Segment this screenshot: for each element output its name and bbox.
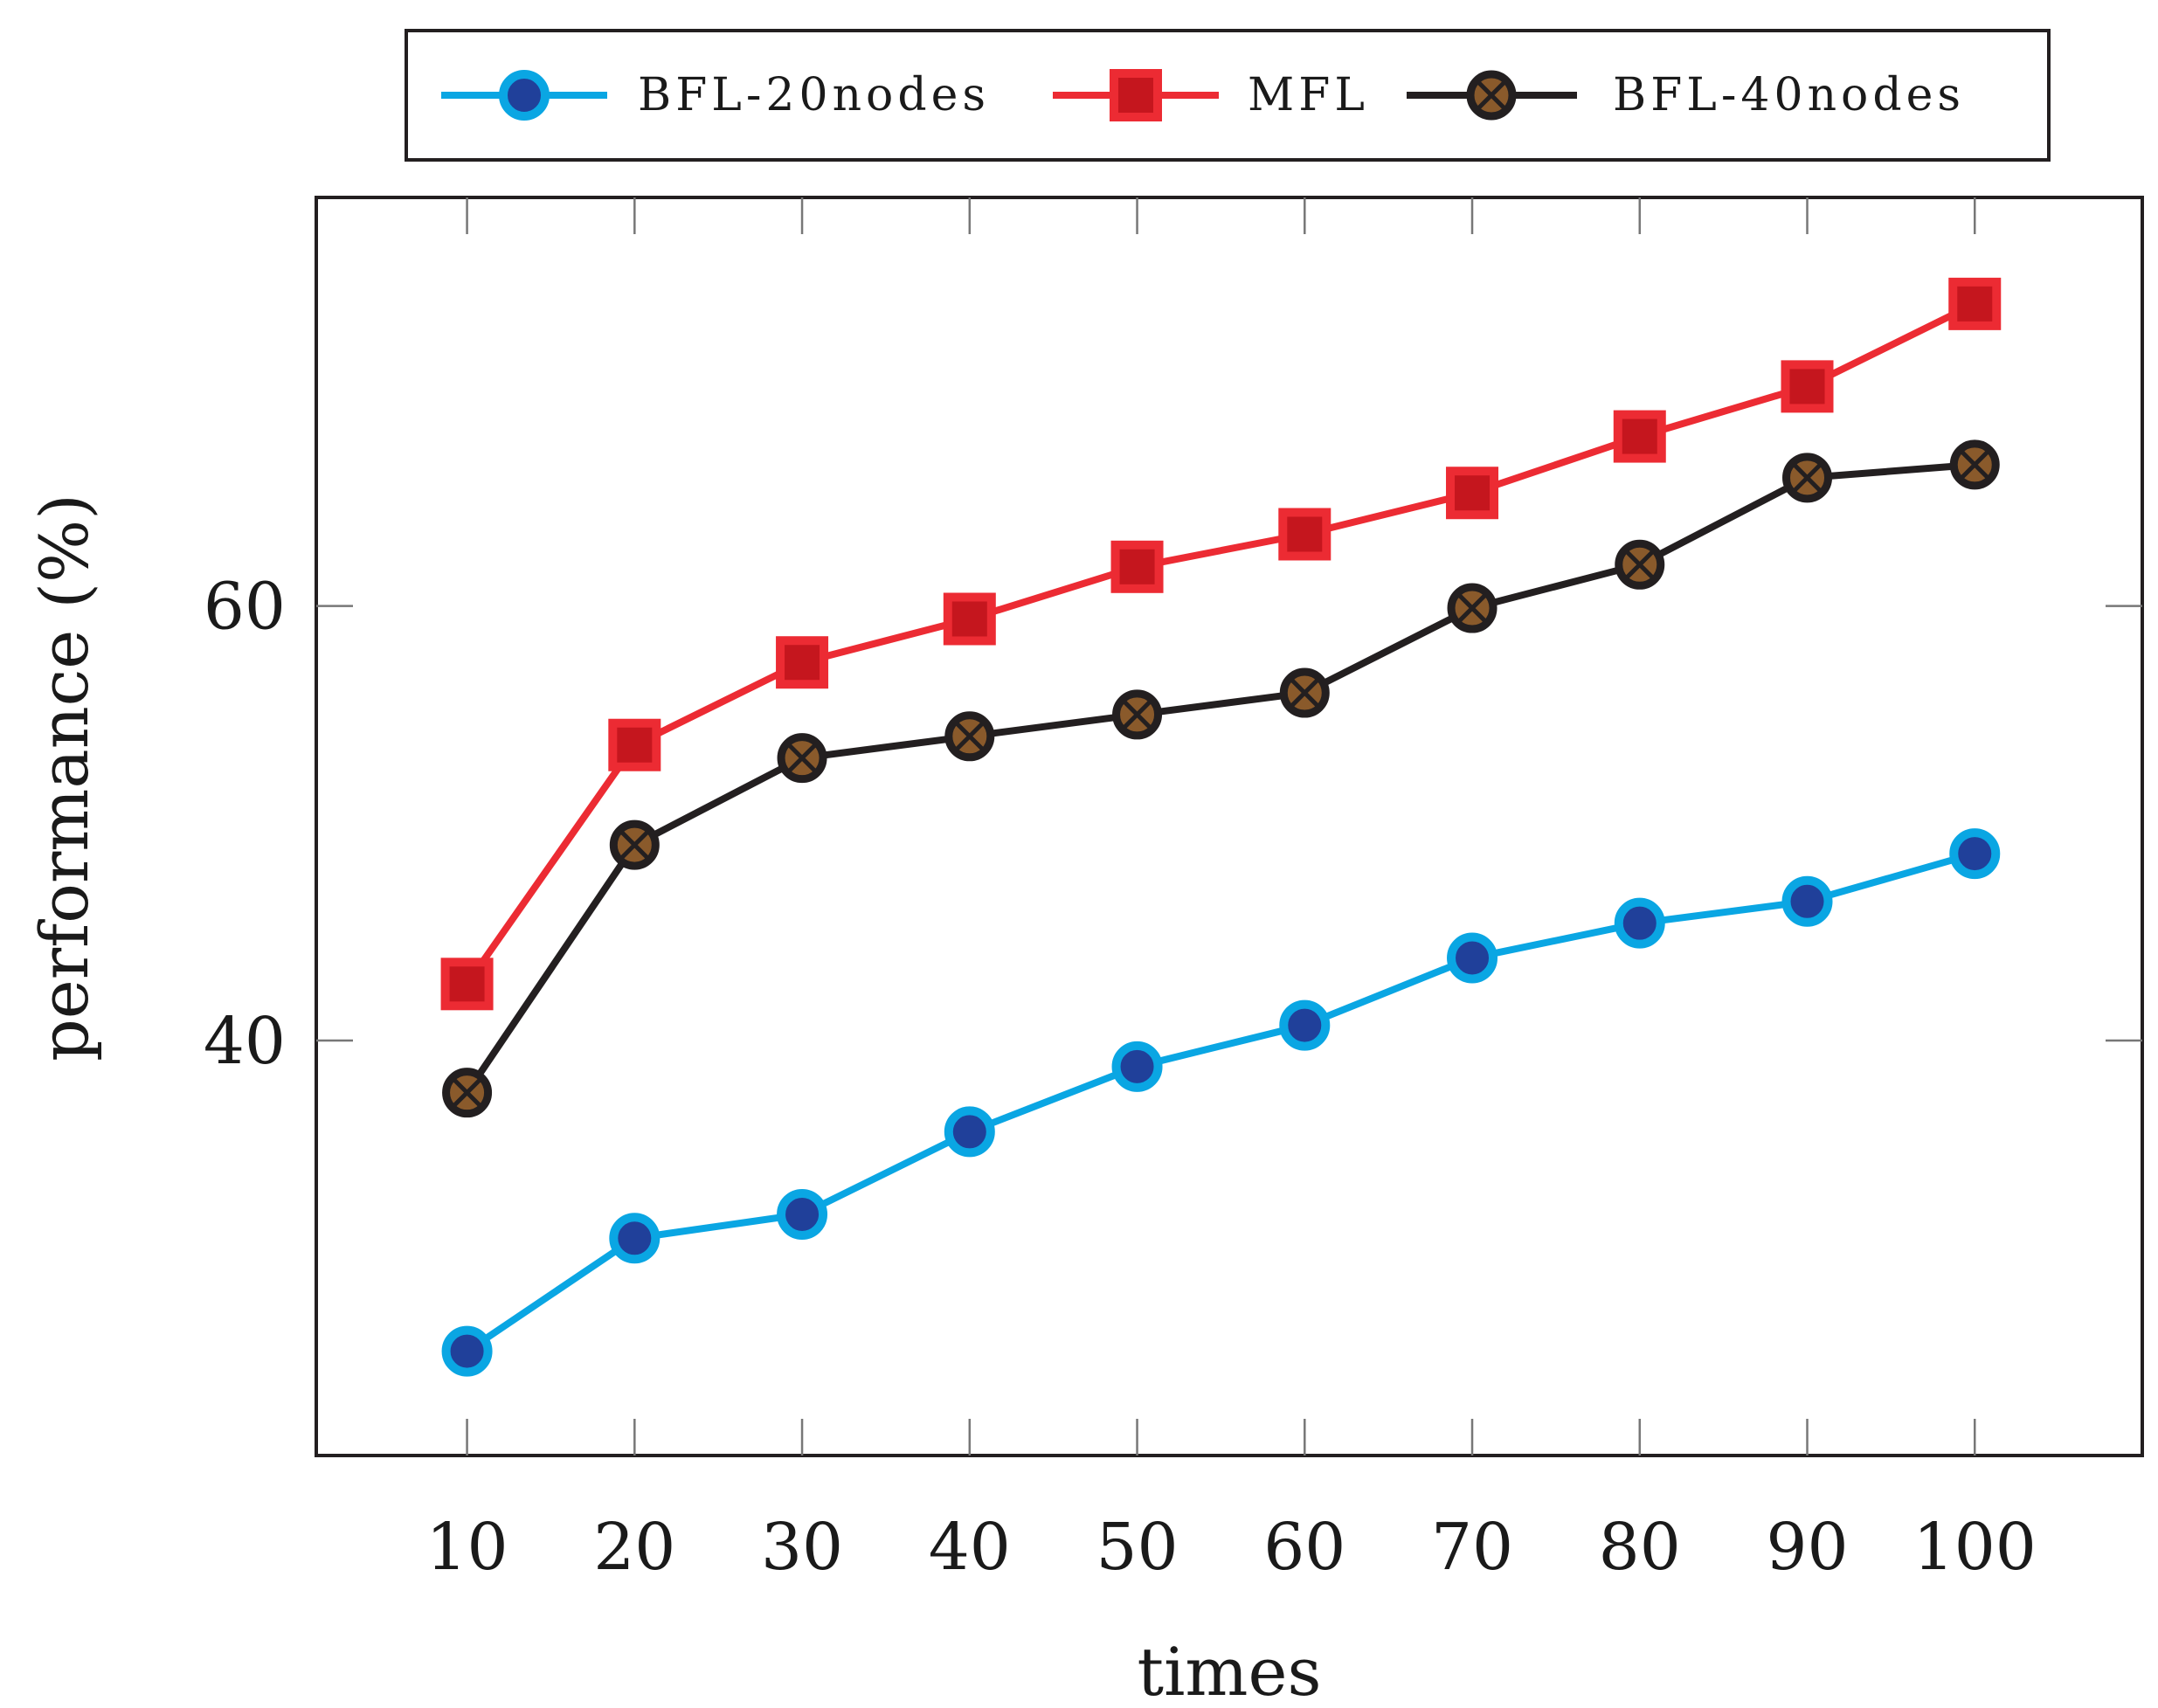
- data-point: [777, 733, 827, 784]
- x-tick-label: 90: [1766, 1510, 1848, 1585]
- axis-ticks: [316, 197, 2142, 1456]
- data-point: [1614, 897, 1665, 949]
- data-point: [1110, 69, 1162, 121]
- legend-label: BFL-40nodes: [1613, 69, 1965, 121]
- data-point: [1112, 689, 1163, 740]
- x-tick-label: 30: [761, 1510, 843, 1585]
- legend-entry: BFL-40nodes: [1407, 69, 1965, 121]
- data-point: [1948, 277, 2002, 330]
- data-point: [1278, 508, 1331, 561]
- data-point: [777, 1188, 828, 1240]
- tick-labels: 10 20 30 40 50 60 70 80 90 100 40 60: [204, 570, 2037, 1585]
- y-tick-label: 60: [204, 570, 286, 645]
- data-point: [608, 718, 661, 771]
- data-point: [440, 958, 494, 1011]
- x-tick-label: 60: [1263, 1510, 1345, 1585]
- x-axis-title: times: [1138, 1633, 1322, 1708]
- data-point: [609, 1213, 661, 1264]
- series-layer: [440, 277, 2002, 1377]
- data-point: [1446, 467, 1499, 520]
- x-tick-label: 100: [1913, 1510, 2037, 1585]
- x-tick-label: 80: [1599, 1510, 1681, 1585]
- series-bfl-40nodes: [442, 439, 2000, 1118]
- data-point: [441, 1325, 493, 1377]
- data-point: [499, 70, 550, 121]
- data-point: [1111, 1041, 1163, 1092]
- y-axis-title: performance (%): [25, 494, 103, 1061]
- legend-label: MFL: [1248, 69, 1369, 121]
- data-point: [1781, 360, 1834, 413]
- x-tick-label: 40: [929, 1510, 1011, 1585]
- x-tick-label: 20: [593, 1510, 675, 1585]
- data-point: [944, 1106, 995, 1158]
- y-tick-label: 40: [204, 1004, 286, 1079]
- series-line: [464, 460, 1975, 1095]
- data-point: [1613, 410, 1666, 463]
- series-line: [464, 301, 1977, 986]
- legend-label: BFL-20nodes: [638, 69, 990, 121]
- data-point: [1949, 439, 2000, 490]
- legend-entry: MFL: [1053, 69, 1369, 121]
- data-point: [1615, 539, 1665, 590]
- x-tick-label: 50: [1096, 1510, 1178, 1585]
- legend: BFL-20nodes MFL BFL-40nodes: [441, 69, 1965, 121]
- series-bfl-20nodes: [441, 828, 2001, 1377]
- data-point: [1110, 540, 1164, 593]
- data-point: [1279, 999, 1331, 1051]
- data-point: [1466, 70, 1517, 121]
- x-tick-label: 10: [425, 1510, 508, 1585]
- data-point: [943, 592, 996, 646]
- data-point: [1949, 828, 2001, 880]
- data-point: [1782, 453, 1833, 503]
- series-line: [465, 850, 1976, 1354]
- data-point: [1781, 875, 1833, 927]
- legend-entry: BFL-20nodes: [441, 69, 990, 121]
- data-point: [776, 636, 829, 689]
- data-point: [1447, 932, 1498, 984]
- legend-box: [405, 29, 2051, 162]
- data-point: [1447, 583, 1497, 633]
- x-tick-label: 70: [1431, 1510, 1513, 1585]
- series-mfl: [440, 277, 2002, 1011]
- data-point: [1279, 667, 1330, 718]
- data-point: [442, 1068, 493, 1118]
- data-point: [944, 711, 995, 762]
- data-point: [609, 819, 660, 870]
